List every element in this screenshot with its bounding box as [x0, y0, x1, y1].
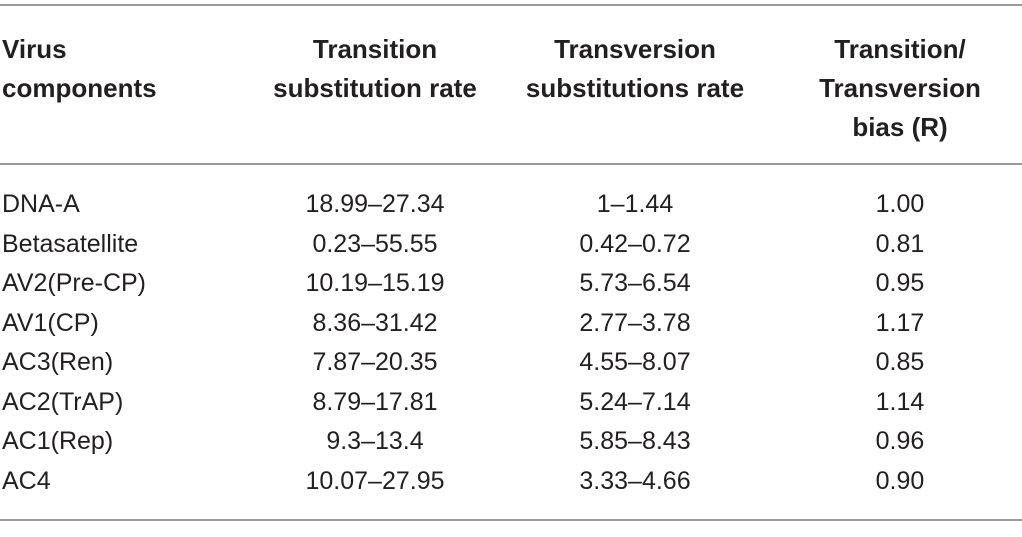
cell-component: DNA-A [2, 190, 80, 218]
table-body: DNA-A 18.99–27.34 1–1.44 1.00 Betasatell… [0, 185, 1022, 501]
cell-transition: 18.99–27.34 [305, 190, 445, 218]
cell-transversion: 1–1.44 [596, 190, 674, 218]
cell-transversion: 5.85–8.43 [579, 427, 691, 455]
cell-transition: 9.3–13.4 [326, 427, 424, 455]
table-row: AV2(Pre-CP) 10.19–15.19 5.73–6.54 0.95 [0, 264, 1022, 304]
cell-transition: 0.23–55.55 [312, 229, 438, 258]
cell-component: AC3(Ren) [2, 348, 114, 376]
cell-bias: 0.85 [875, 348, 925, 376]
cell-transition: 7.87–20.35 [312, 348, 438, 376]
cell-transversion: 5.73–6.54 [579, 269, 691, 297]
table-row: AC4 10.07–27.95 3.33–4.66 0.90 [0, 462, 1022, 502]
table-row: Betasatellite 0.23–55.55 0.42–0.72 0.81 [0, 225, 1022, 265]
table-header-row: Virus components Transition substitution… [0, 30, 1022, 150]
table-row: DNA-A 18.99–27.34 1–1.44 1.00 [0, 185, 1022, 225]
cell-bias: 1.17 [875, 308, 925, 337]
cell-transversion: 3.33–4.66 [579, 466, 691, 495]
cell-transversion: 2.77–3.78 [579, 308, 691, 337]
table-bottom-rule [0, 519, 1022, 521]
cell-bias: 0.96 [875, 427, 925, 455]
table-top-rule [0, 4, 1022, 6]
cell-bias: 0.81 [875, 229, 925, 258]
cell-transition: 10.19–15.19 [305, 269, 445, 297]
cell-component: AV1(CP) [2, 308, 99, 337]
header-transversion-rate: Transversion substitutions rate [525, 34, 745, 103]
cell-transversion: 4.55–8.07 [579, 348, 691, 376]
header-virus-components: Virus components [2, 34, 157, 103]
cell-component: Betasatellite [2, 229, 139, 258]
cell-transversion: 0.42–0.72 [579, 229, 691, 258]
cell-component: AV2(Pre-CP) [2, 269, 147, 297]
cell-bias: 1.14 [875, 387, 925, 416]
table-row: AC1(Rep) 9.3–13.4 5.85–8.43 0.96 [0, 422, 1022, 462]
header-bias: Transition/ Transversion bias (R) [819, 34, 981, 142]
cell-transversion: 5.24–7.14 [579, 387, 691, 416]
cell-bias: 1.00 [875, 190, 925, 218]
cell-component: AC1(Rep) [2, 427, 114, 455]
cell-bias: 0.90 [875, 466, 925, 495]
cell-transition: 10.07–27.95 [305, 466, 445, 495]
table-row: AC2(TrAP) 8.79–17.81 5.24–7.14 1.14 [0, 383, 1022, 423]
cell-component: AC2(TrAP) [2, 387, 124, 416]
cell-transition: 8.79–17.81 [312, 387, 438, 416]
cell-transition: 8.36–31.42 [312, 308, 438, 337]
table-header-rule [0, 163, 1022, 165]
header-transition-rate: Transition substitution rate [273, 34, 477, 103]
cell-bias: 0.95 [875, 269, 925, 297]
table-row: AC3(Ren) 7.87–20.35 4.55–8.07 0.85 [0, 343, 1022, 383]
cell-component: AC4 [2, 466, 51, 495]
table-row: AV1(CP) 8.36–31.42 2.77–3.78 1.17 [0, 304, 1022, 344]
